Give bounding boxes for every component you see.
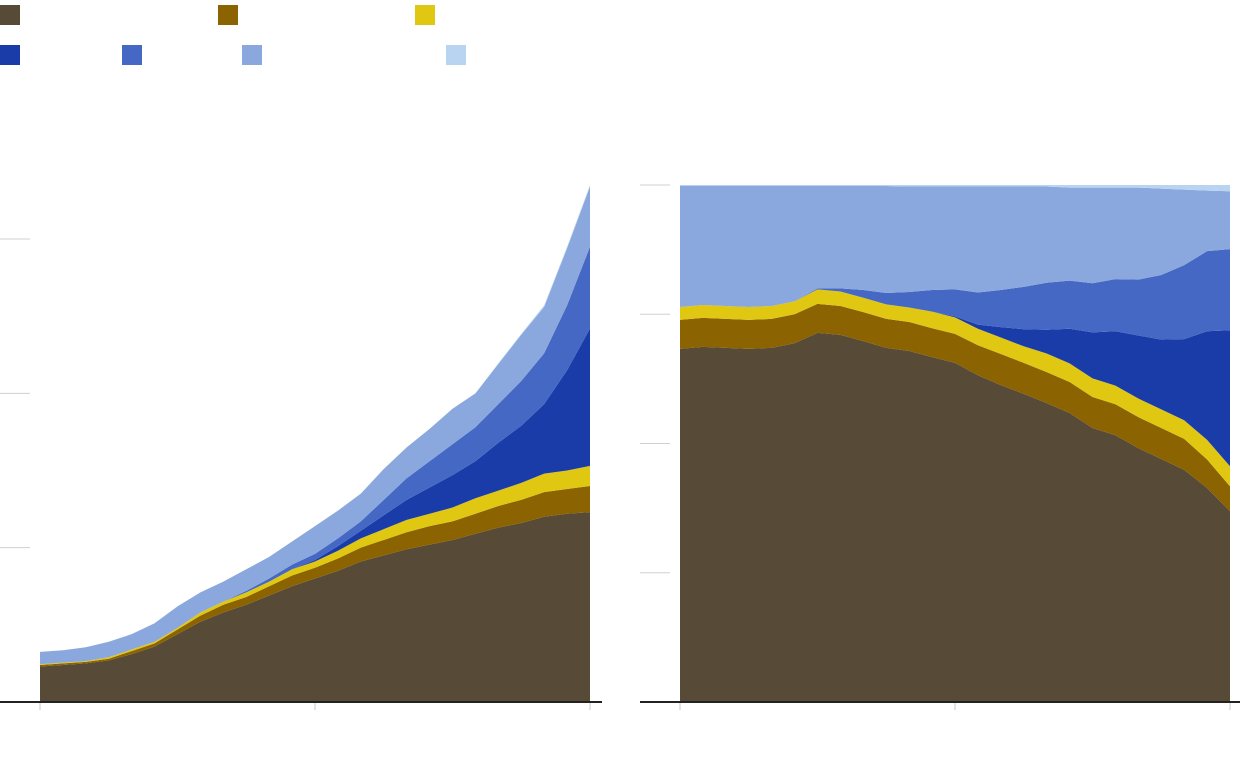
- area: [40, 512, 590, 702]
- area: [40, 328, 590, 665]
- area: [680, 186, 1230, 308]
- legend-swatch: [122, 45, 142, 65]
- area: [680, 332, 1230, 702]
- legend-swatch: [242, 45, 262, 65]
- area: [680, 303, 1230, 512]
- legend-swatch: [446, 45, 466, 65]
- legend-swatch: [218, 5, 238, 25]
- area: [680, 289, 1230, 487]
- legend-swatch: [0, 5, 20, 25]
- area: [680, 289, 1230, 467]
- area: [40, 485, 590, 667]
- area: [40, 246, 590, 665]
- legend-swatch: [415, 5, 435, 25]
- area: [680, 249, 1230, 340]
- area: [40, 465, 590, 665]
- area: [680, 185, 1230, 192]
- legend-swatch: [0, 45, 20, 65]
